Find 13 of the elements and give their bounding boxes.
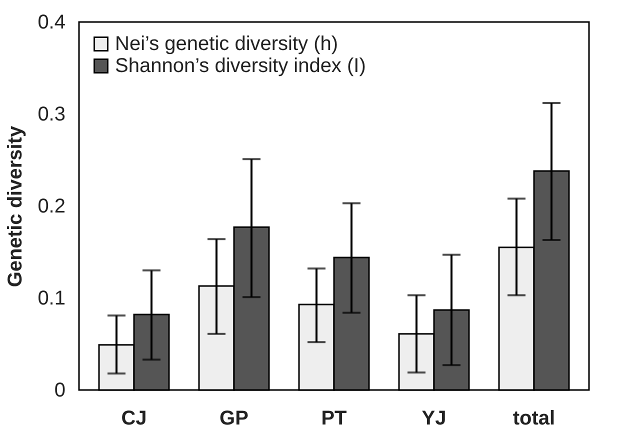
y-tick-label: 0.4	[38, 12, 66, 34]
y-tick-label: 0.2	[38, 196, 66, 218]
x-tick-label: CJ	[121, 408, 147, 430]
y-tick-label: 0.1	[38, 288, 66, 310]
legend-label: Nei’s genetic diversity (h)	[115, 33, 338, 55]
x-tick-label: PT	[321, 408, 347, 430]
x-tick-label: total	[512, 408, 556, 430]
y-tick-label: 0	[54, 380, 66, 402]
y-axis-title: Genetic diversity	[4, 125, 27, 288]
x-tick-label: YJ	[422, 408, 446, 430]
legend-label: Shannon’s diversity index (I)	[115, 55, 366, 77]
x-tick-label: GP	[220, 408, 248, 430]
y-tick-label: 0.3	[38, 104, 66, 126]
